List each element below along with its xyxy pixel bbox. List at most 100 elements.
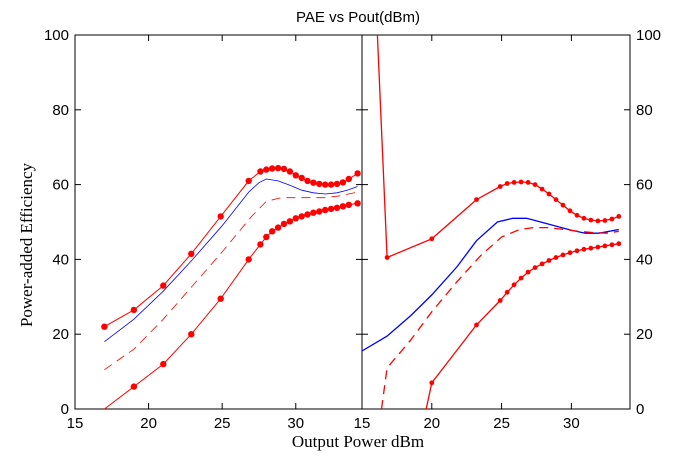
series-point bbox=[322, 181, 329, 188]
series-point bbox=[304, 177, 311, 185]
left-x-ticks: 15 20 25 30 bbox=[67, 35, 304, 432]
series-point bbox=[511, 282, 517, 288]
series-point bbox=[298, 174, 305, 182]
series-point bbox=[429, 236, 435, 242]
series-point bbox=[304, 211, 311, 218]
series-point bbox=[269, 165, 276, 172]
series-point bbox=[539, 261, 545, 267]
series-point bbox=[474, 197, 479, 203]
series-point bbox=[560, 202, 566, 208]
left-plot-frame bbox=[74, 34, 363, 410]
series-point bbox=[595, 244, 601, 250]
series-point bbox=[602, 218, 608, 223]
series-point bbox=[532, 182, 538, 188]
series-point bbox=[257, 241, 264, 248]
right-series bbox=[362, 35, 622, 409]
y-tick-label: 0 bbox=[636, 401, 644, 418]
y-tick-label: 60 bbox=[52, 177, 69, 194]
x-tick-label: 20 bbox=[140, 415, 157, 432]
series-point bbox=[274, 224, 282, 231]
y-tick-label: 20 bbox=[52, 326, 69, 343]
series-point bbox=[518, 179, 524, 185]
series-point bbox=[354, 200, 361, 207]
y-tick-label: 60 bbox=[636, 177, 653, 194]
y-tick-label: 40 bbox=[636, 251, 653, 268]
series-point bbox=[269, 228, 276, 235]
series-point bbox=[333, 204, 341, 211]
y-tick-label: 20 bbox=[636, 326, 653, 343]
series-point bbox=[546, 191, 552, 197]
series-point bbox=[263, 233, 270, 241]
right-plot-frame bbox=[361, 34, 631, 410]
series-point bbox=[574, 248, 580, 254]
series-point bbox=[316, 180, 323, 188]
series-point bbox=[511, 180, 517, 185]
series-point bbox=[497, 298, 503, 303]
series-point bbox=[497, 184, 503, 189]
series-point bbox=[257, 168, 264, 175]
series-line-4 bbox=[104, 202, 358, 409]
series-point bbox=[101, 323, 108, 330]
y-tick-label: 80 bbox=[52, 102, 69, 119]
chart-title: PAE vs Pout(dBm) bbox=[296, 9, 420, 26]
series-point bbox=[322, 206, 329, 214]
series-point bbox=[616, 214, 622, 219]
right-x-ticks: 15 20 25 30 bbox=[354, 35, 580, 432]
series-point bbox=[333, 180, 341, 188]
x-tick-label: 20 bbox=[423, 415, 440, 432]
y-tick-label: 100 bbox=[636, 27, 661, 44]
series-line-2 bbox=[104, 178, 358, 343]
x-tick-label: 30 bbox=[287, 415, 304, 432]
series-line-1 bbox=[104, 167, 358, 328]
series-point bbox=[292, 215, 299, 222]
series-point bbox=[504, 181, 510, 186]
series-point bbox=[588, 245, 594, 251]
right-y-ticks: 0 20 40 60 80 100 bbox=[362, 27, 661, 418]
series-point bbox=[130, 306, 138, 314]
series-point bbox=[345, 175, 352, 183]
series-point bbox=[298, 213, 305, 220]
series-point bbox=[525, 269, 531, 275]
series-point bbox=[574, 212, 580, 218]
series-point bbox=[310, 179, 317, 186]
series-point bbox=[292, 172, 299, 179]
series-point bbox=[286, 168, 294, 175]
series-point bbox=[567, 208, 573, 214]
y-tick-label: 80 bbox=[636, 102, 653, 119]
left-y-ticks: 0 20 40 60 80 100 bbox=[44, 27, 362, 418]
y-tick-label: 100 bbox=[44, 27, 69, 44]
x-axis-label: Output Power dBm bbox=[292, 432, 424, 451]
y-tick-label: 0 bbox=[61, 401, 69, 418]
series-point bbox=[339, 203, 347, 210]
x-tick-label: 15 bbox=[354, 415, 371, 432]
series-point bbox=[245, 177, 252, 185]
series-point bbox=[280, 165, 288, 173]
x-tick-label: 30 bbox=[563, 415, 580, 432]
series-point bbox=[553, 255, 559, 260]
series-point bbox=[217, 295, 224, 302]
series-line-3 bbox=[104, 191, 358, 371]
series-point bbox=[560, 252, 566, 258]
right-panel: 15 20 25 30 0 20 40 60 80 100 bbox=[354, 27, 661, 432]
series-point bbox=[274, 164, 282, 172]
series-point bbox=[609, 216, 615, 222]
series-point bbox=[160, 282, 167, 289]
series-point bbox=[546, 258, 552, 263]
left-panel: 15 20 25 30 0 20 40 60 80 100 bbox=[44, 27, 363, 432]
y-tick-label: 40 bbox=[52, 251, 69, 268]
series-point bbox=[316, 208, 323, 215]
series-point bbox=[504, 289, 510, 295]
series-point bbox=[609, 242, 615, 248]
series-point bbox=[263, 166, 270, 173]
series-point bbox=[245, 256, 252, 263]
series-point bbox=[188, 250, 195, 257]
series-point bbox=[188, 331, 195, 338]
series-line-2 bbox=[362, 217, 619, 352]
series-point bbox=[553, 197, 559, 203]
series-point bbox=[588, 217, 594, 223]
series-point bbox=[327, 181, 335, 188]
series-point bbox=[160, 360, 167, 368]
series-point bbox=[474, 322, 479, 328]
series-line-3 bbox=[380, 226, 619, 409]
